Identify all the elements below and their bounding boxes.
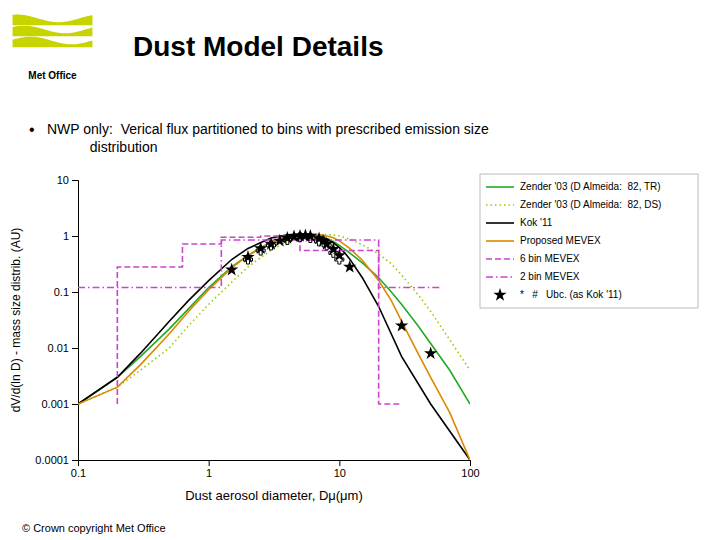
series-line	[78, 234, 470, 460]
series-line	[117, 236, 401, 404]
legend-label: 2 bin MEVEX	[520, 271, 580, 282]
point	[306, 234, 315, 243]
chart: Met Office Dust Model Details • NWP only: V…	[0, 0, 720, 540]
y-axis: 0.0001 0.001 0.01 0.1 1 10	[35, 174, 78, 466]
point	[244, 255, 253, 264]
y-tick-mark	[72, 348, 78, 349]
title: Dust Model Details	[133, 31, 383, 62]
y-tick-label: 0.001	[41, 398, 69, 410]
logo-wave	[13, 37, 93, 48]
x-tick: 100	[461, 460, 479, 479]
point	[256, 246, 265, 255]
y-tick-label: 1	[63, 230, 69, 242]
y-tick-label: 0.1	[54, 286, 69, 298]
legend-swatch	[486, 204, 514, 206]
y-axis-title: dV/d(ln D) - mass size distrib. (AU)	[9, 228, 23, 413]
x-tick: 1	[206, 460, 212, 479]
x-tick-mark	[470, 460, 471, 466]
x-axis: 0.1 1 10 100	[71, 460, 480, 479]
legend-label: Zender '03 (D Almeida: 82, TR)	[520, 181, 661, 192]
y-axis-line	[72, 181, 79, 461]
y-tick-mark	[72, 292, 78, 293]
legend-swatch	[486, 276, 514, 278]
annotation: •	[29, 121, 35, 138]
y-tick: 0.001	[41, 398, 78, 410]
y-tick-mark	[72, 180, 78, 181]
y-tick: 1	[63, 230, 78, 242]
legend-swatch	[493, 288, 506, 301]
marks	[78, 229, 470, 460]
point	[254, 241, 267, 254]
series-line	[78, 240, 441, 288]
y-tick: 0.0001	[35, 454, 78, 466]
point	[295, 233, 304, 242]
legend-frame	[480, 174, 698, 308]
x-tick-label: 0.1	[71, 467, 86, 479]
logo-wave	[13, 15, 93, 26]
logo	[13, 15, 93, 48]
y-tick-mark	[72, 404, 78, 405]
legend-label: 6 bin MEVEX	[520, 253, 580, 264]
annotation: NWP only: Verical flux partitioned to bi…	[47, 121, 489, 155]
point	[395, 319, 408, 332]
y-tick-mark	[72, 236, 78, 237]
legend-swatch	[486, 222, 514, 224]
annotation: © Crown copyright Met Office	[22, 522, 166, 534]
legend-label: * # Ubc. (as Kok '11)	[520, 289, 622, 300]
x-tick: 0.1	[71, 460, 86, 479]
x-tick-label: 1	[206, 467, 212, 479]
point	[343, 260, 356, 273]
point	[267, 241, 276, 250]
x-tick-label: 10	[334, 467, 346, 479]
x-tick: 10	[334, 460, 346, 479]
legend-label: Proposed MEVEX	[520, 235, 601, 246]
y-tick-label: 0.0001	[35, 454, 69, 466]
x-tick-mark	[209, 460, 210, 466]
y-tick: 0.01	[48, 342, 78, 354]
x-tick-label: 100	[461, 467, 479, 479]
annotation: Met Office	[28, 70, 77, 81]
point	[335, 255, 344, 264]
series-line	[78, 234, 470, 404]
legend: Zender '03 (D Almeida: 82, TR) Zender '03…	[480, 174, 698, 308]
x-axis-title: Dust aerosol diameter, Dμ(μm)	[185, 488, 363, 503]
legend-label: Kok '11	[520, 217, 553, 228]
logo-wave	[13, 26, 93, 37]
y-tick: 10	[57, 174, 78, 186]
x-axis-line	[79, 461, 471, 467]
plot: 0.1 1 10 100 0.0001 0.001 0.01 0.1 1 10	[35, 174, 479, 479]
y-tick-label: 0.01	[48, 342, 69, 354]
legend-label: Zender '03 (D Almeida: 82, DS)	[520, 199, 661, 210]
series-line	[78, 234, 470, 460]
point	[322, 241, 331, 250]
point	[283, 235, 292, 244]
legend-swatch	[486, 186, 514, 188]
y-tick-label: 10	[57, 174, 69, 186]
legend-swatch	[486, 240, 514, 242]
point	[225, 263, 238, 276]
series-line	[78, 235, 470, 404]
point	[424, 346, 437, 359]
y-tick-mark	[72, 460, 78, 461]
point	[329, 248, 338, 257]
x-tick-mark	[339, 460, 340, 466]
legend-swatch	[486, 258, 514, 260]
y-tick: 0.1	[54, 286, 78, 298]
